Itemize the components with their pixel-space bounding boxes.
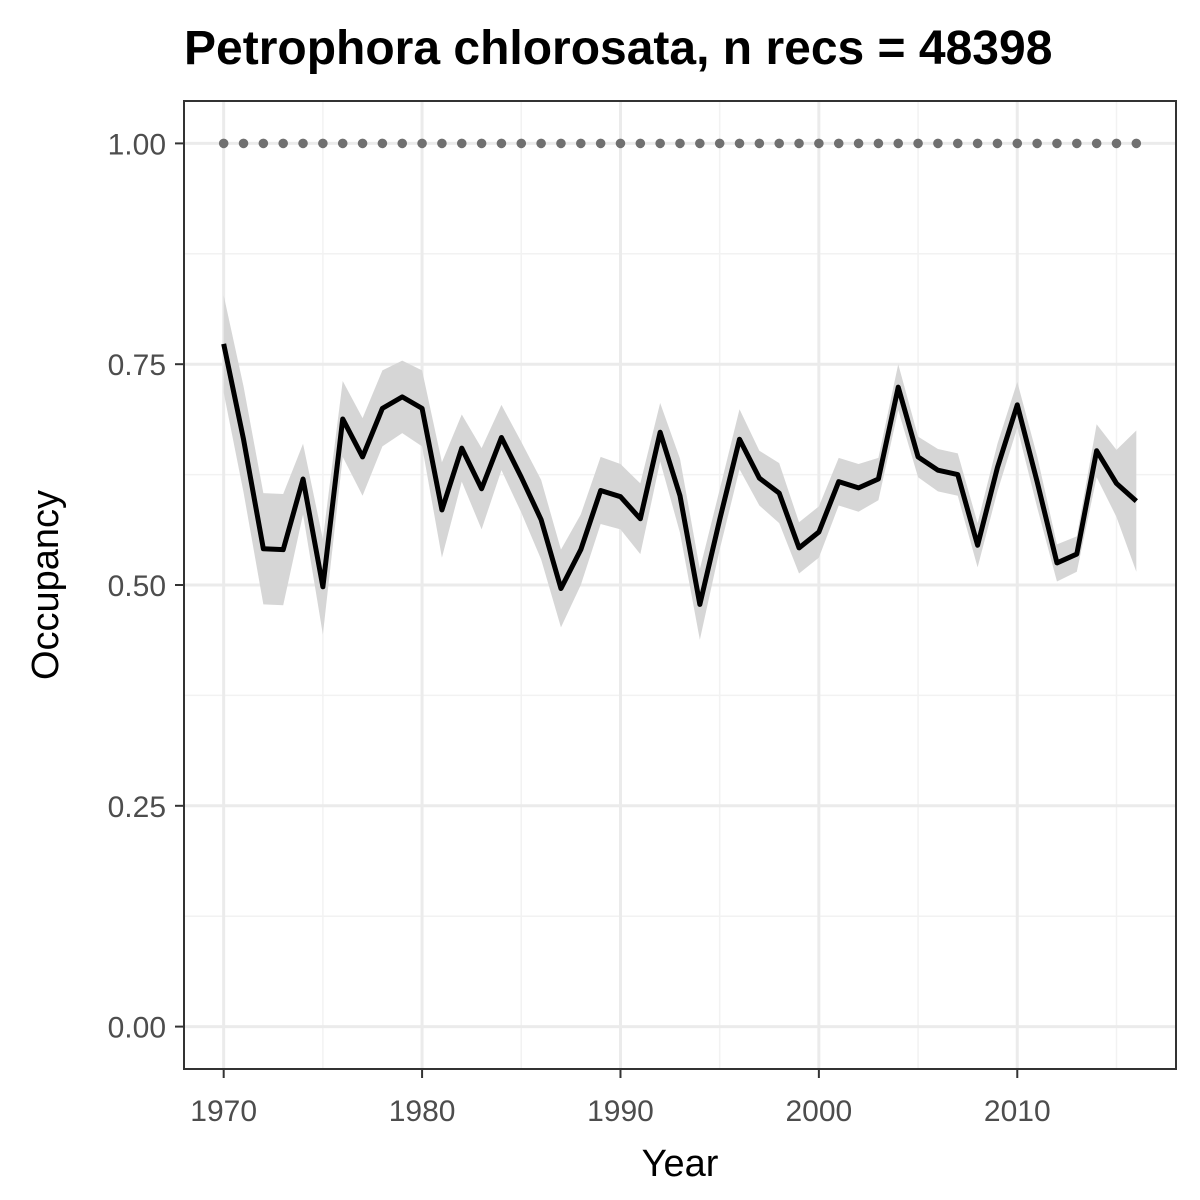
x-axis-title: Year (642, 1143, 719, 1185)
reference-point (357, 138, 368, 149)
reference-point (873, 138, 884, 149)
y-axis: 0.00 0.25 0.50 0.75 1.00 (108, 128, 184, 1045)
reference-point (298, 138, 308, 149)
reference-point (833, 138, 844, 149)
reference-point (377, 138, 388, 149)
reference-point (556, 138, 566, 149)
occupancy-series-layer (221, 343, 1138, 607)
reference-point (318, 138, 328, 149)
reference-point (456, 138, 467, 149)
y-tick-label: 0.25 (108, 791, 166, 824)
grid-lines (184, 101, 1176, 1069)
y-axis-title: Occupancy (25, 490, 67, 680)
reference-point (1032, 138, 1042, 149)
x-tick-label: 2010 (984, 1095, 1051, 1128)
reference-point (774, 138, 784, 149)
reference-point (1131, 138, 1142, 149)
y-tick-label: 0.50 (108, 570, 166, 603)
reference-point (734, 138, 745, 149)
reference-point (893, 138, 904, 149)
reference-point (635, 138, 646, 149)
x-tick-label: 1970 (190, 1095, 257, 1128)
reference-point (516, 138, 527, 149)
reference-point (278, 138, 289, 149)
reference-point (476, 138, 487, 149)
reference-point (1052, 138, 1062, 149)
reference-point (913, 138, 923, 149)
reference-point (933, 138, 943, 149)
reference-point (1091, 138, 1102, 149)
x-tick-label: 1990 (587, 1095, 654, 1128)
reference-point (1111, 138, 1122, 149)
reference-point (437, 138, 447, 149)
reference-point (992, 138, 1003, 149)
y-tick-label: 1.00 (108, 128, 166, 161)
reference-point (675, 138, 685, 149)
reference-point (1012, 138, 1023, 149)
reference-point (853, 138, 864, 149)
reference-point (655, 138, 665, 149)
reference-point (595, 138, 606, 149)
reference-point (1072, 138, 1082, 149)
reference-point (218, 138, 229, 149)
reference-point (258, 138, 269, 149)
confidence-ribbon-layer (223, 295, 1137, 640)
x-axis: 1970 1980 1990 2000 2010 (190, 1069, 1051, 1128)
chart-title: Petrophora chlorosata, n recs = 48398 (184, 22, 1052, 75)
reference-point (238, 138, 249, 149)
y-tick-label: 0.00 (108, 1012, 166, 1045)
x-tick-label: 2000 (786, 1095, 853, 1128)
reference-point (714, 138, 725, 149)
x-tick-label: 1980 (389, 1095, 456, 1128)
reference-point (417, 138, 427, 149)
reference-point (615, 138, 626, 149)
reference-point (754, 138, 765, 149)
reference-point (397, 138, 408, 149)
reference-point (695, 138, 705, 149)
y-tick-label: 0.75 (108, 349, 166, 382)
reference-point (972, 138, 983, 149)
confidence-ribbon (223, 295, 1137, 640)
reference-point (952, 138, 963, 149)
occupancy-line (221, 343, 1138, 607)
reference-point (496, 138, 507, 149)
reference-point (794, 138, 804, 149)
reference-point (536, 138, 546, 149)
reference-series-layer (218, 138, 1142, 149)
reference-point (576, 138, 586, 149)
reference-point (337, 138, 348, 149)
reference-point (814, 138, 824, 149)
